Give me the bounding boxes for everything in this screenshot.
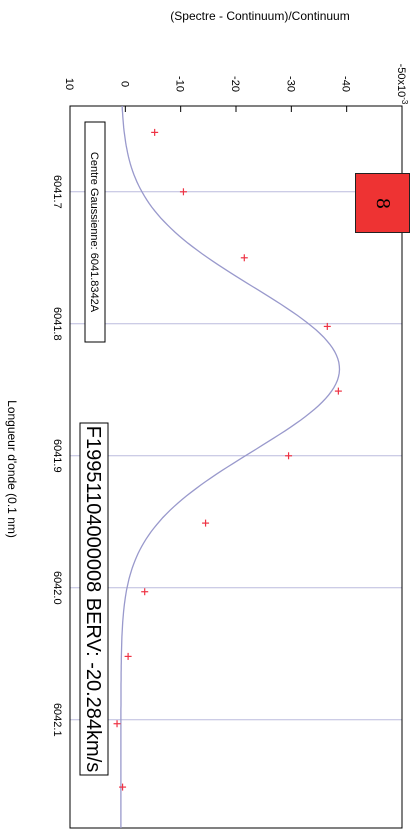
y-tick-label: -50x10-3: [395, 64, 409, 105]
y-tick-label: 10: [63, 78, 75, 90]
x-ticks: 6041.7 6041.8 6041.9 6042.0 6042.1: [51, 175, 63, 737]
spectrum-id-annotation: F19951104000008 BERV: -20.284km/s: [79, 422, 109, 776]
y-tick-label: -40: [340, 76, 352, 92]
data-point: [285, 452, 293, 460]
y-tick-label: 0: [118, 81, 130, 87]
x-tick-label: 6041.7: [51, 175, 63, 209]
data-point: [240, 254, 248, 262]
badge-label: 8: [371, 197, 393, 209]
data-point: [141, 588, 149, 596]
x-tick-label: 6042.1: [51, 703, 63, 737]
data-point: [119, 783, 127, 791]
spectrum-id-box: [79, 422, 109, 776]
data-point: [202, 519, 210, 527]
grid: [70, 191, 402, 721]
y-tick-label: -20: [229, 76, 241, 92]
x-tick-label: 6042.0: [51, 571, 63, 605]
chart-title: (Spectre - Continuum)/Continuum: [170, 9, 349, 23]
data-point: [179, 188, 187, 196]
centre-annotation-box: [84, 121, 106, 343]
x-axis-label: Longueur d'onde (0.1 nm): [5, 400, 19, 538]
number-badge: 8: [355, 173, 410, 233]
y-tick-label: -30: [284, 76, 296, 92]
spectrum-id-text: F19951104000008 BERV: -20.284km/s: [82, 426, 104, 773]
data-point: [151, 128, 159, 136]
data-point: [323, 322, 331, 330]
data-point: [334, 387, 342, 395]
y-ticks: -50x10-3 -40 -30 -20 -10 0 10: [63, 64, 409, 112]
data-point: [124, 652, 132, 660]
centre-annotation: Centre Gaussienne: 6041.8342A: [84, 121, 106, 343]
y-tick-label: -10: [174, 76, 186, 92]
x-tick-label: 6041.8: [51, 307, 63, 341]
x-tick-label: 6041.9: [51, 439, 63, 473]
y-tick-exponent: -3: [400, 97, 409, 105]
centre-annotation-text: Centre Gaussienne: 6041.8342A: [88, 152, 100, 313]
data-point: [113, 720, 121, 728]
gaussian-fit-line: [120, 105, 341, 828]
data-points: [113, 128, 342, 791]
